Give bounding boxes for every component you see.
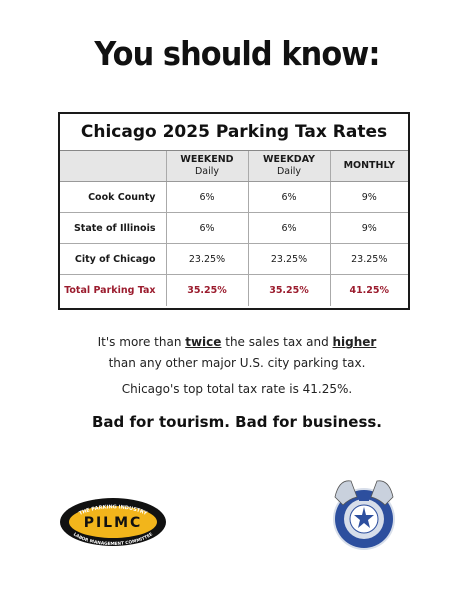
cell-weekday: 23.25% bbox=[248, 243, 331, 275]
table-title: Chicago 2025 Parking Tax Rates bbox=[60, 114, 408, 151]
cell-weekday: 6% bbox=[248, 181, 331, 213]
tax-rates-table: Chicago 2025 Parking Tax Rates WEEKEND Da… bbox=[58, 112, 410, 310]
cell-monthly: 9% bbox=[330, 212, 408, 244]
body-line-3: Chicago's top total tax rate is 41.25%. bbox=[121, 382, 353, 396]
teamsters-seal bbox=[333, 480, 395, 550]
page-headline: You should know: bbox=[94, 34, 380, 73]
row-label: City of Chicago bbox=[60, 243, 167, 275]
total-weekday: 35.25% bbox=[248, 274, 331, 306]
cell-weekday: 6% bbox=[248, 212, 331, 244]
total-row: Total Parking Tax 35.25% 35.25% 41.25% bbox=[60, 274, 408, 306]
tagline: Bad for tourism. Bad for business. bbox=[92, 413, 382, 431]
emphasis-twice: twice bbox=[185, 335, 222, 349]
total-monthly: 41.25% bbox=[349, 285, 390, 296]
body-line-2: than any other major U.S. city parking t… bbox=[108, 356, 366, 370]
horse-head-right-icon bbox=[370, 480, 394, 506]
rates-grid: WEEKEND Daily WEEKDAY Daily MONTHLY Cook C… bbox=[60, 151, 408, 306]
cell-monthly: 23.25% bbox=[330, 243, 408, 275]
row-label: State of Illinois bbox=[60, 212, 167, 244]
header-row: WEEKEND Daily WEEKDAY Daily MONTHLY bbox=[60, 151, 408, 182]
cell-weekend: 23.25% bbox=[166, 243, 249, 275]
header-weekend: WEEKEND Daily bbox=[166, 151, 249, 182]
body-line-1: It's more than twice the sales tax and h… bbox=[97, 335, 377, 349]
emphasis-higher: higher bbox=[332, 335, 377, 349]
pilmc-wordmark: PILMC bbox=[84, 515, 143, 531]
cell-monthly: 9% bbox=[330, 181, 408, 213]
header-weekday: WEEKDAY Daily bbox=[248, 151, 331, 182]
table-row: City of Chicago 23.25% 23.25% 23.25% bbox=[60, 243, 408, 275]
header-empty bbox=[60, 151, 167, 182]
row-label: Cook County bbox=[60, 181, 167, 213]
table-row: Cook County 6% 6% 9% bbox=[60, 181, 408, 213]
cell-weekend: 6% bbox=[166, 212, 249, 244]
total-weekend: 35.25% bbox=[166, 274, 249, 306]
wheel-icon bbox=[354, 507, 374, 528]
horse-head-left-icon bbox=[334, 480, 358, 506]
total-label: Total Parking Tax bbox=[60, 274, 167, 306]
cell-weekend: 6% bbox=[166, 181, 249, 213]
pilmc-logo: THE PARKING INDUSTRY LABOR MANAGEMENT CO… bbox=[60, 498, 166, 547]
header-monthly: MONTHLY bbox=[330, 151, 408, 182]
table-row: State of Illinois 6% 6% 9% bbox=[60, 212, 408, 244]
